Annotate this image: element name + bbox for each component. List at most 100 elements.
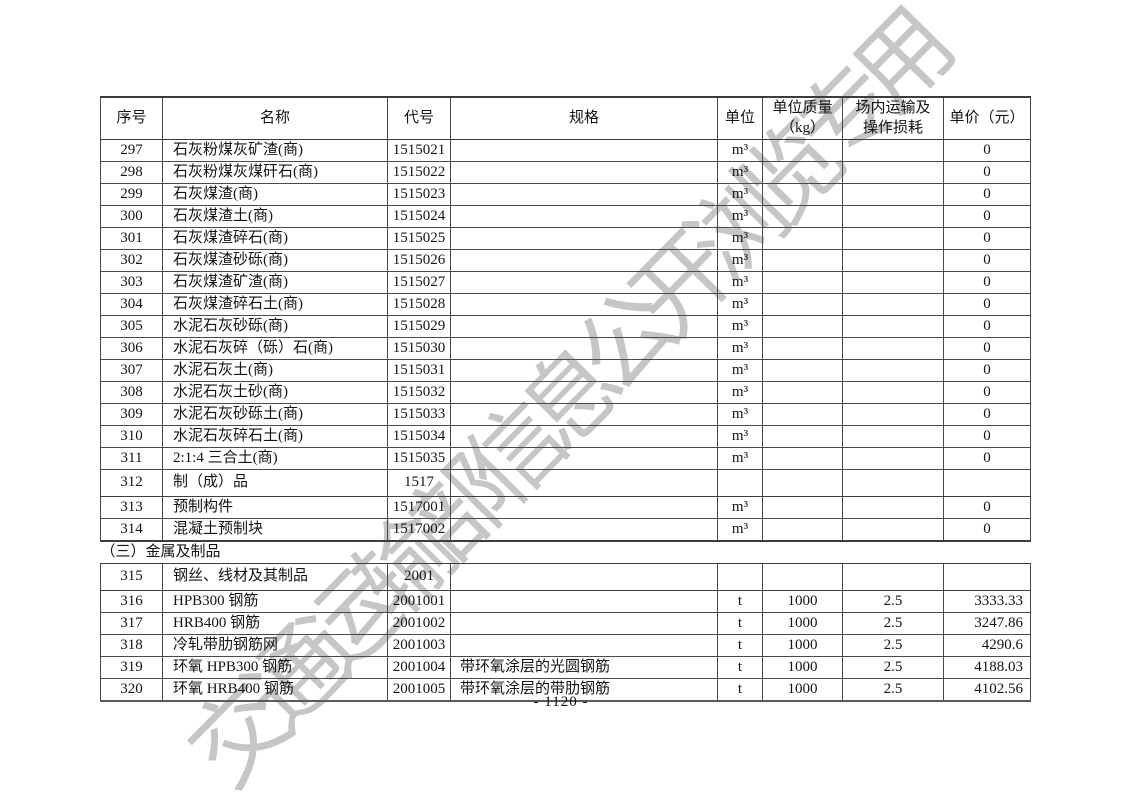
cell-price: 4290.6 bbox=[943, 634, 1031, 657]
cell-serial: 302 bbox=[100, 249, 163, 272]
table-row: 298 石灰粉煤灰煤矸石(商) 1515022 m³ 0 bbox=[100, 161, 1031, 184]
cell-code: 1515034 bbox=[387, 425, 451, 448]
cell-mass: 1000 bbox=[762, 656, 843, 679]
cell-name: 水泥石灰土砂(商) bbox=[162, 381, 388, 404]
cell-price: 0 bbox=[943, 227, 1031, 250]
cell-spec bbox=[450, 293, 718, 316]
cell-serial: 308 bbox=[100, 381, 163, 404]
cell-mass bbox=[762, 425, 843, 448]
cell-serial: 304 bbox=[100, 293, 163, 316]
cell-serial: 306 bbox=[100, 337, 163, 360]
cell-spec bbox=[450, 139, 718, 162]
cell-code: 1515027 bbox=[387, 271, 451, 294]
cell-price bbox=[943, 563, 1031, 591]
cell-price: 0 bbox=[943, 183, 1031, 206]
cell-serial: 303 bbox=[100, 271, 163, 294]
cell-serial: 318 bbox=[100, 634, 163, 657]
cell-name: 石灰煤渣砂砾(商) bbox=[162, 249, 388, 272]
cell-mass bbox=[762, 563, 843, 591]
cell-unit: t bbox=[717, 634, 763, 657]
cell-name: 石灰煤渣土(商) bbox=[162, 205, 388, 228]
cell-code: 1515028 bbox=[387, 293, 451, 316]
cell-unit: m³ bbox=[717, 271, 763, 294]
cell-spec bbox=[450, 590, 718, 613]
cell-mass bbox=[762, 403, 843, 426]
table-row: 314 混凝土预制块 1517002 m³ 0 bbox=[100, 518, 1031, 542]
cell-spec: 带环氧涂层的光圆钢筋 bbox=[450, 656, 718, 679]
cell-spec bbox=[450, 403, 718, 426]
cell-code: 1515025 bbox=[387, 227, 451, 250]
cell-unit: t bbox=[717, 612, 763, 635]
cell-serial: 311 bbox=[100, 447, 163, 470]
cell-code: 1515032 bbox=[387, 381, 451, 404]
cell-serial: 307 bbox=[100, 359, 163, 382]
cell-price: 0 bbox=[943, 359, 1031, 382]
cell-mass: 1000 bbox=[762, 678, 843, 702]
table-row: 301 石灰煤渣碎石(商) 1515025 m³ 0 bbox=[100, 227, 1031, 250]
cell-name: 水泥石灰碎（砾）石(商) bbox=[162, 337, 388, 360]
cell-spec bbox=[450, 359, 718, 382]
cell-mass bbox=[762, 161, 843, 184]
cell-price: 3247.86 bbox=[943, 612, 1031, 635]
cell-name: 石灰煤渣碎石(商) bbox=[162, 227, 388, 250]
cell-mass bbox=[762, 447, 843, 470]
cell-unit: m³ bbox=[717, 381, 763, 404]
cell-spec bbox=[450, 563, 718, 591]
table-row: 297 石灰粉煤灰矿渣(商) 1515021 m³ 0 bbox=[100, 139, 1031, 162]
table-row: 319 环氧 HPB300 钢筋 2001004 带环氧涂层的光圆钢筋 t 1000 2.5… bbox=[100, 656, 1031, 679]
cell-unit: m³ bbox=[717, 205, 763, 228]
cell-loss: 2.5 bbox=[842, 590, 944, 613]
section-row: （三）金属及制品 bbox=[100, 540, 1031, 564]
cell-unit: m³ bbox=[717, 359, 763, 382]
cell-name: 水泥石灰土(商) bbox=[162, 359, 388, 382]
table-row: 309 水泥石灰砂砾土(商) 1515033 m³ 0 bbox=[100, 403, 1031, 426]
cell-price: 0 bbox=[943, 249, 1031, 272]
cell-serial: 312 bbox=[100, 469, 163, 497]
cell-serial: 310 bbox=[100, 425, 163, 448]
cell-unit: t bbox=[717, 678, 763, 702]
cell-serial: 301 bbox=[100, 227, 163, 250]
cell-loss bbox=[842, 469, 944, 497]
column-header-unit-mass: 单位质量 （kg） bbox=[762, 96, 843, 140]
cell-loss bbox=[842, 381, 944, 404]
cell-code: 1517002 bbox=[387, 518, 451, 542]
cell-loss bbox=[842, 227, 944, 250]
cell-loss bbox=[842, 249, 944, 272]
column-header-unit-price: 单价（元） bbox=[943, 96, 1031, 140]
cell-loss: 2.5 bbox=[842, 678, 944, 702]
cell-name: 混凝土预制块 bbox=[162, 518, 388, 542]
cell-unit: m³ bbox=[717, 227, 763, 250]
cell-loss bbox=[842, 447, 944, 470]
cell-spec bbox=[450, 612, 718, 635]
cell-name: 水泥石灰砂砾(商) bbox=[162, 315, 388, 338]
cell-code: 2001003 bbox=[387, 634, 451, 657]
table-row: 305 水泥石灰砂砾(商) 1515029 m³ 0 bbox=[100, 315, 1031, 338]
cell-mass bbox=[762, 518, 843, 542]
cell-mass bbox=[762, 227, 843, 250]
cell-code: 1515031 bbox=[387, 359, 451, 382]
table-row: 307 水泥石灰土(商) 1515031 m³ 0 bbox=[100, 359, 1031, 382]
cell-loss bbox=[842, 518, 944, 542]
cell-name: 预制构件 bbox=[162, 496, 388, 519]
cell-loss bbox=[842, 161, 944, 184]
cell-unit: m³ bbox=[717, 249, 763, 272]
cell-serial: 315 bbox=[100, 563, 163, 591]
cell-price: 0 bbox=[943, 381, 1031, 404]
cell-price: 0 bbox=[943, 161, 1031, 184]
cell-name: 制（成）品 bbox=[162, 469, 388, 497]
cell-code: 1515023 bbox=[387, 183, 451, 206]
cell-unit: m³ bbox=[717, 518, 763, 542]
column-header-name: 名称 bbox=[162, 96, 388, 140]
cell-spec bbox=[450, 634, 718, 657]
cell-loss bbox=[842, 139, 944, 162]
cell-mass bbox=[762, 337, 843, 360]
cell-price: 0 bbox=[943, 447, 1031, 470]
cell-price: 0 bbox=[943, 403, 1031, 426]
cell-unit: m³ bbox=[717, 337, 763, 360]
cell-loss bbox=[842, 563, 944, 591]
cell-name: 冷轧带肋钢筋网 bbox=[162, 634, 388, 657]
cell-price: 0 bbox=[943, 205, 1031, 228]
cell-loss: 2.5 bbox=[842, 634, 944, 657]
table-row: 304 石灰煤渣碎石土(商) 1515028 m³ 0 bbox=[100, 293, 1031, 316]
table-row: 313 预制构件 1517001 m³ 0 bbox=[100, 496, 1031, 519]
